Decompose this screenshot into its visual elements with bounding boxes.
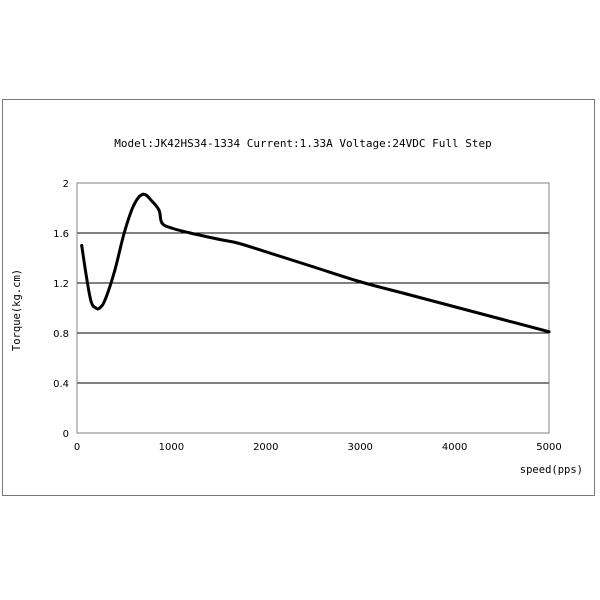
data-point	[103, 297, 107, 301]
plot-area-border	[76, 182, 550, 434]
data-point	[311, 265, 315, 269]
data-point	[358, 280, 362, 284]
data-point	[217, 237, 221, 241]
data-point	[264, 250, 268, 254]
x-tick-label: 5000	[536, 442, 561, 453]
y-tick-label: 2	[63, 179, 69, 190]
data-point	[169, 226, 173, 230]
x-tick-label: 4000	[442, 442, 467, 453]
data-point	[141, 192, 145, 196]
data-point	[84, 275, 88, 279]
y-tick-label: 1.6	[53, 229, 69, 240]
data-point	[98, 306, 102, 310]
gridlines	[77, 232, 549, 384]
y-tick-label: 1.2	[53, 279, 69, 290]
y-tick-labels: 0 0.4 0.8 1.2 1.6 2	[53, 179, 69, 440]
x-tick-label: 2000	[253, 442, 278, 453]
x-axis-label: speed(pps)	[520, 464, 583, 476]
chart-frame	[2, 99, 595, 496]
y-tick-label: 0	[63, 429, 69, 440]
data-point	[188, 231, 192, 235]
data-point	[160, 221, 164, 225]
x-tick-labels: 0 1000 2000 3000 4000 5000	[74, 442, 562, 453]
data-point	[157, 209, 161, 212]
data-point	[235, 241, 239, 245]
x-tick-label: 3000	[347, 442, 372, 453]
y-axis-label: Torque(kg.cm)	[11, 269, 23, 351]
data-point	[80, 244, 84, 247]
y-tick-label: 0.4	[53, 379, 69, 390]
data-point	[113, 269, 117, 272]
data-point	[132, 204, 136, 207]
data-point	[405, 292, 409, 296]
series-group	[80, 192, 551, 334]
data-point	[500, 317, 504, 321]
y-tick-label: 0.8	[53, 329, 69, 340]
data-point	[89, 300, 93, 304]
data-point	[547, 330, 551, 334]
x-tick-label: 1000	[159, 442, 184, 453]
torque-curve-line	[80, 192, 551, 334]
chart-title: Model:JK42HS34-1334 Current:1.33A Voltag…	[114, 137, 492, 150]
data-point	[453, 305, 457, 309]
data-point	[122, 231, 126, 235]
data-point	[151, 200, 155, 204]
data-point	[94, 306, 98, 310]
x-tick-label: 0	[74, 442, 80, 453]
